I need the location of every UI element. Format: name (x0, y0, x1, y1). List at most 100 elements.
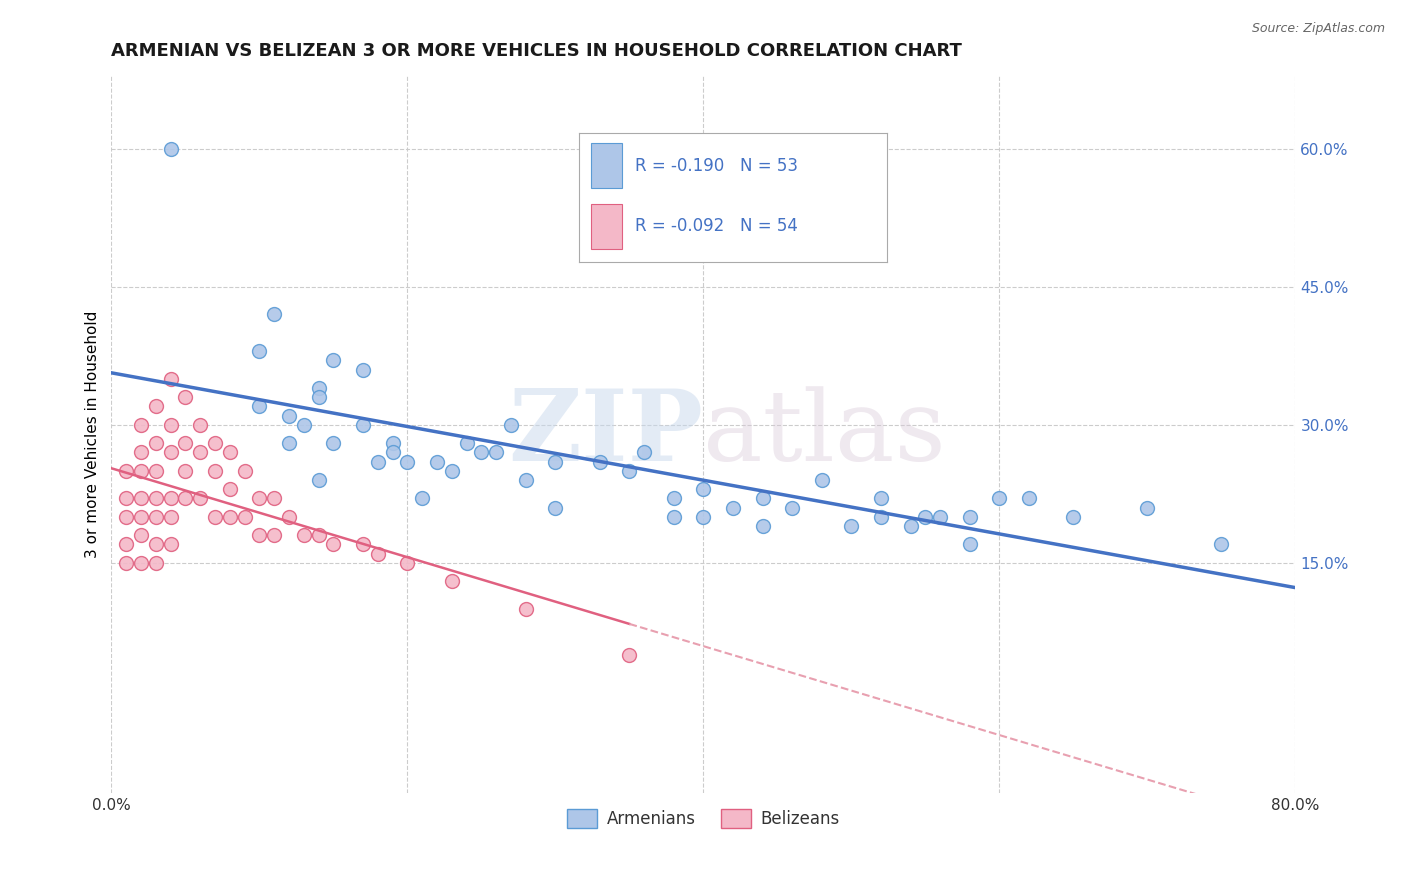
Point (129, 528, 152, 542)
Point (811, 473, 834, 487)
Point (914, 509, 936, 524)
Point (1136, 500, 1159, 515)
Point (352, 537, 374, 551)
Point (751, 519, 773, 533)
Point (515, 601, 537, 615)
Point (204, 464, 226, 478)
Point (619, 464, 641, 478)
Point (396, 454, 419, 468)
Point (159, 491, 181, 506)
Point (352, 362, 374, 376)
Point (633, 445, 655, 459)
Point (1062, 509, 1084, 524)
Point (841, 519, 863, 533)
Point (544, 454, 567, 468)
Point (218, 445, 240, 459)
Point (900, 519, 922, 533)
Point (589, 454, 612, 468)
Legend: Armenians, Belizeans: Armenians, Belizeans (560, 802, 846, 835)
Point (322, 537, 344, 551)
Point (959, 509, 981, 524)
Point (159, 142, 181, 156)
Point (145, 464, 167, 478)
Point (959, 537, 981, 551)
Point (308, 390, 330, 404)
Point (188, 417, 211, 432)
Point (619, 648, 641, 662)
Point (174, 390, 197, 404)
Point (440, 574, 463, 588)
Point (292, 528, 315, 542)
Point (115, 509, 138, 524)
Point (145, 537, 167, 551)
Point (426, 454, 449, 468)
Point (159, 537, 181, 551)
Point (870, 491, 893, 506)
Point (188, 445, 211, 459)
Point (322, 353, 344, 368)
Point (278, 409, 301, 423)
Point (249, 344, 271, 359)
Y-axis label: 3 or more Vehicles in Household: 3 or more Vehicles in Household (86, 310, 100, 558)
Point (411, 491, 433, 506)
Point (396, 556, 419, 570)
Point (263, 528, 285, 542)
Point (278, 509, 301, 524)
Point (129, 464, 152, 478)
Point (129, 509, 152, 524)
Point (204, 509, 226, 524)
Point (174, 464, 197, 478)
Point (721, 500, 744, 515)
Point (870, 509, 893, 524)
Point (381, 445, 404, 459)
Point (292, 417, 315, 432)
Point (174, 436, 197, 450)
Point (188, 491, 211, 506)
Point (145, 509, 167, 524)
Point (352, 417, 374, 432)
Text: ARMENIAN VS BELIZEAN 3 OR MORE VEHICLES IN HOUSEHOLD CORRELATION CHART: ARMENIAN VS BELIZEAN 3 OR MORE VEHICLES … (111, 42, 962, 60)
Point (218, 482, 240, 496)
Point (115, 556, 138, 570)
Point (322, 436, 344, 450)
Point (115, 464, 138, 478)
Point (174, 491, 197, 506)
Point (218, 509, 240, 524)
Point (159, 417, 181, 432)
Point (381, 436, 404, 450)
Point (440, 464, 463, 478)
Point (159, 509, 181, 524)
Point (456, 436, 478, 450)
Point (662, 509, 685, 524)
Point (115, 537, 138, 551)
Point (988, 491, 1011, 506)
Point (145, 491, 167, 506)
Text: ZIP: ZIP (509, 385, 703, 483)
Point (129, 491, 152, 506)
Point (367, 454, 389, 468)
Point (751, 491, 773, 506)
Point (308, 528, 330, 542)
Point (129, 556, 152, 570)
Point (470, 445, 492, 459)
Point (263, 491, 285, 506)
Point (249, 491, 271, 506)
Point (515, 473, 537, 487)
Point (129, 445, 152, 459)
Point (233, 464, 256, 478)
Point (485, 445, 508, 459)
Point (115, 491, 138, 506)
Point (692, 482, 714, 496)
Point (263, 307, 285, 321)
Text: Source: ZipAtlas.com: Source: ZipAtlas.com (1251, 22, 1385, 36)
Point (544, 500, 567, 515)
Point (692, 509, 714, 524)
Point (499, 417, 522, 432)
Point (249, 528, 271, 542)
Point (233, 509, 256, 524)
Point (145, 556, 167, 570)
Point (204, 436, 226, 450)
Text: atlas: atlas (703, 386, 946, 482)
Point (929, 509, 952, 524)
Point (159, 372, 181, 386)
